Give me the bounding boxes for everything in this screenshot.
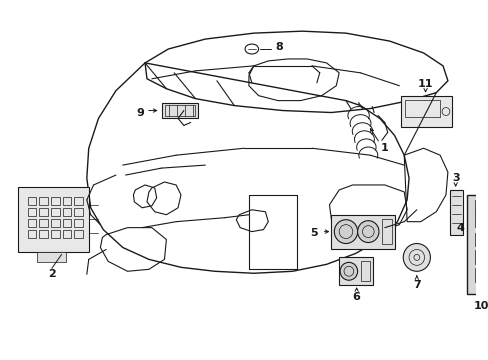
Text: 8: 8 bbox=[275, 42, 282, 52]
Text: 9: 9 bbox=[136, 108, 144, 117]
Text: 11: 11 bbox=[417, 79, 432, 89]
Text: 1: 1 bbox=[380, 143, 388, 153]
Text: 3: 3 bbox=[451, 173, 459, 183]
Text: 7: 7 bbox=[412, 280, 420, 290]
Polygon shape bbox=[161, 103, 198, 118]
Polygon shape bbox=[474, 200, 488, 227]
Text: 2: 2 bbox=[48, 269, 56, 279]
Text: 5: 5 bbox=[309, 228, 317, 238]
Circle shape bbox=[357, 221, 378, 243]
Circle shape bbox=[334, 220, 357, 243]
Text: 10: 10 bbox=[472, 301, 488, 311]
Circle shape bbox=[340, 262, 357, 280]
Text: 6: 6 bbox=[352, 292, 360, 302]
Polygon shape bbox=[331, 215, 394, 249]
Polygon shape bbox=[449, 190, 463, 235]
Text: 4: 4 bbox=[456, 222, 464, 233]
Circle shape bbox=[403, 243, 429, 271]
Polygon shape bbox=[18, 187, 88, 252]
Polygon shape bbox=[339, 257, 372, 285]
Polygon shape bbox=[467, 195, 488, 294]
Polygon shape bbox=[481, 218, 488, 239]
Polygon shape bbox=[37, 252, 66, 262]
Polygon shape bbox=[401, 96, 451, 127]
